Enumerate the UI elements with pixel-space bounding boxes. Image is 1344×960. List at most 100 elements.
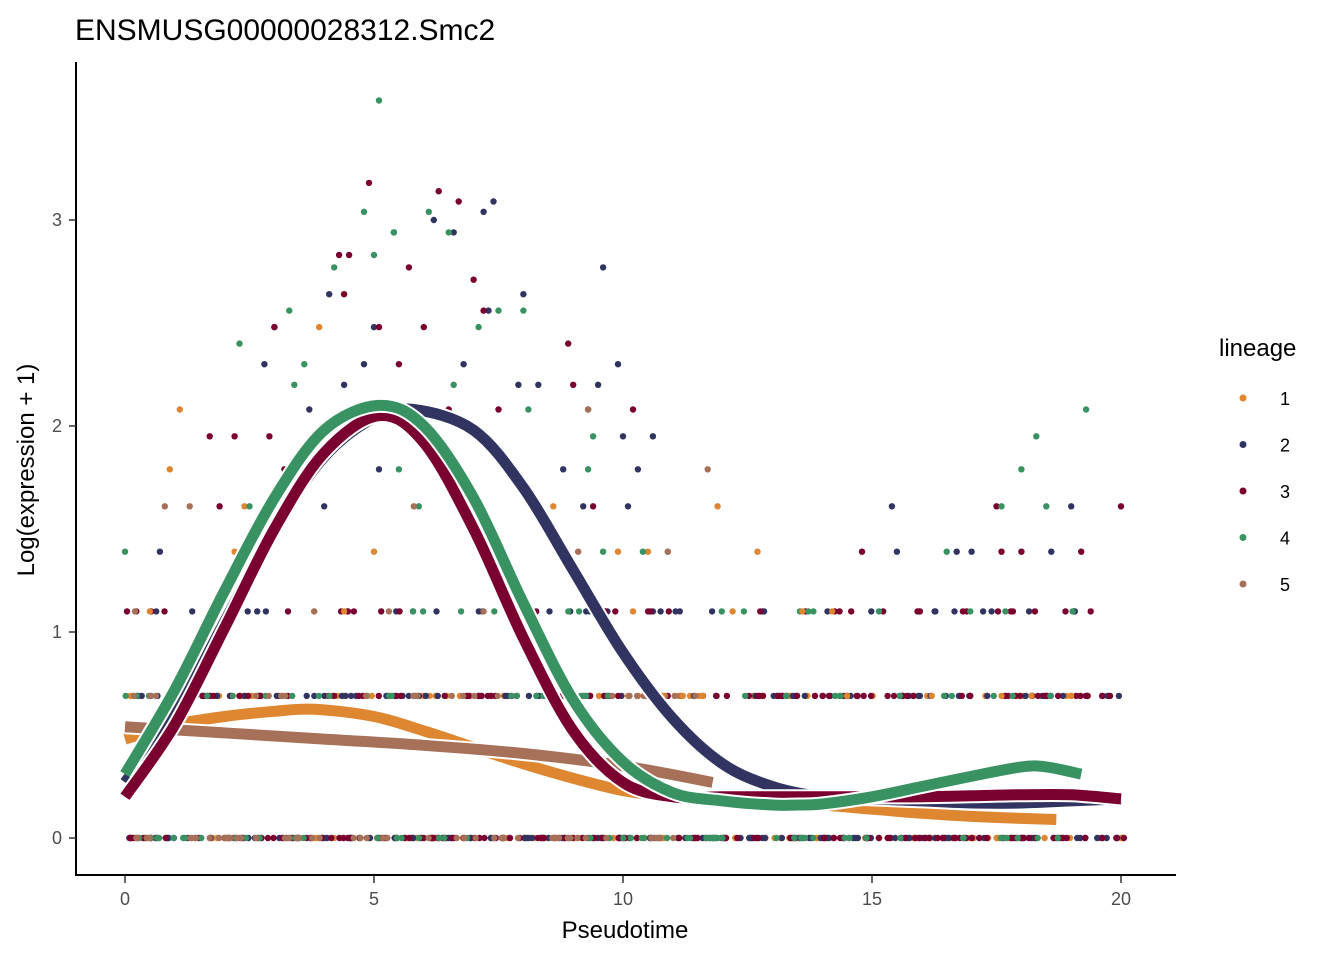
data-point-lineage-5 [626, 692, 633, 700]
data-point-lineage-4 [121, 548, 129, 555]
data-point-lineage-2 [968, 548, 975, 555]
data-point-lineage-3 [793, 692, 801, 700]
data-point-lineage-3 [950, 834, 957, 842]
data-point-lineage-3 [506, 834, 514, 842]
data-point-lineage-3 [1120, 834, 1128, 842]
data-point-lineage-3 [1098, 692, 1106, 700]
data-point-lineage-5 [131, 608, 139, 615]
data-point-lineage-5 [494, 692, 501, 700]
data-point-lineage-3 [244, 692, 252, 700]
data-point-lineage-3 [836, 608, 843, 615]
data-point-lineage-4 [409, 608, 417, 615]
data-point-lineage-2 [599, 264, 607, 271]
data-point-lineage-3 [420, 323, 427, 331]
data-point-lineage-2 [535, 381, 542, 388]
data-point-lineage-1 [644, 548, 652, 555]
data-point-lineage-5 [357, 834, 364, 842]
data-point-lineage-2 [430, 216, 437, 224]
data-point-lineage-4 [940, 692, 948, 700]
data-point-lineage-5 [692, 692, 699, 700]
data-point-lineage-2 [560, 466, 567, 473]
data-point-lineage-3 [1025, 834, 1033, 842]
legend-key-1 [1239, 394, 1247, 402]
data-point-lineage-3 [633, 834, 641, 842]
data-point-lineage-2 [340, 381, 348, 388]
data-point-lineage-1 [595, 692, 603, 700]
data-point-lineage-3 [206, 433, 213, 440]
data-point-lineage-3 [976, 834, 983, 842]
data-point-lineage-1 [679, 692, 686, 700]
data-point-lineage-2 [521, 834, 528, 842]
data-point-lineage-4 [627, 834, 635, 842]
data-point-lineage-3 [966, 692, 974, 700]
data-point-lineage-5 [281, 834, 288, 842]
data-point-lineage-3 [284, 608, 292, 615]
data-point-lineage-4 [896, 692, 904, 700]
data-point-lineage-4 [798, 834, 805, 842]
data-point-lineage-4 [415, 503, 422, 510]
data-point-lineage-4 [415, 834, 423, 842]
data-point-lineage-3 [1054, 692, 1062, 700]
data-point-lineage-3 [675, 834, 683, 842]
data-point-lineage-3 [264, 834, 272, 842]
data-point-lineage-5 [584, 406, 592, 413]
data-point-lineage-5 [143, 834, 150, 842]
data-point-lineage-3 [488, 692, 495, 700]
data-point-lineage-5 [206, 834, 213, 842]
axis-ticks: 0 5 10 15 20 0 1 2 3 [52, 210, 1131, 909]
data-point-lineage-4 [154, 834, 161, 842]
data-point-lineage-5 [188, 834, 195, 842]
data-point-lineage-2 [254, 608, 261, 615]
data-point-lineage-5 [471, 692, 478, 700]
data-point-lineage-4 [246, 503, 253, 510]
data-point-lineage-1 [340, 608, 348, 615]
data-point-lineage-5 [603, 834, 610, 842]
data-point-lineage-4 [491, 608, 498, 615]
data-point-lineage-4 [1002, 608, 1009, 615]
data-point-lineage-2 [984, 692, 991, 700]
data-point-lineage-1 [176, 406, 183, 413]
data-point-lineage-3 [1078, 548, 1085, 555]
data-point-lineage-2 [672, 608, 679, 615]
data-point-lineage-4 [170, 834, 177, 842]
data-point-lineage-2 [189, 608, 196, 615]
y-tick-label: 1 [52, 622, 62, 642]
data-point-lineage-1 [829, 608, 836, 615]
data-point-lineage-5 [514, 834, 522, 842]
data-point-lineage-4 [948, 692, 955, 700]
data-point-lineage-2 [528, 834, 536, 842]
data-point-lineage-5 [575, 548, 582, 555]
data-point-lineage-3 [830, 834, 838, 842]
data-point-lineage-3 [231, 433, 238, 440]
data-point-lineage-4 [457, 608, 465, 615]
data-point-lineage-2 [778, 834, 786, 842]
data-point-lineage-4 [229, 692, 236, 700]
data-point-lineage-5 [567, 834, 574, 842]
data-point-lineage-3 [774, 692, 781, 700]
data-point-lineage-4 [370, 251, 378, 259]
data-point-lineage-5 [293, 834, 301, 842]
data-point-lineage-5 [671, 692, 678, 700]
data-point-lineage-2 [979, 608, 987, 615]
data-point-lineage-4 [450, 381, 457, 388]
data-point-lineage-2 [375, 466, 383, 473]
data-point-lineage-3 [811, 692, 819, 700]
x-axis-title: Pseudotime [562, 917, 689, 944]
curve-lineage-4 [120, 399, 1083, 811]
data-point-lineage-4 [289, 692, 296, 700]
data-point-lineage-4 [810, 608, 817, 615]
data-point-lineage-3 [819, 692, 826, 700]
data-point-lineage-3 [397, 692, 404, 700]
data-point-lineage-4 [1054, 834, 1062, 842]
x-tick-label: 0 [120, 889, 130, 909]
data-point-lineage-1 [1028, 692, 1035, 700]
x-tick-label: 15 [862, 889, 882, 909]
data-point-lineage-3 [478, 692, 485, 700]
data-point-lineage-5 [308, 834, 316, 842]
data-point-lineage-5 [491, 834, 498, 842]
data-point-lineage-1 [550, 503, 557, 510]
data-point-lineage-5 [252, 692, 260, 700]
data-point-lineage-5 [311, 608, 318, 615]
data-point-lineage-2 [594, 381, 602, 388]
data-point-lineage-3 [1087, 608, 1094, 615]
